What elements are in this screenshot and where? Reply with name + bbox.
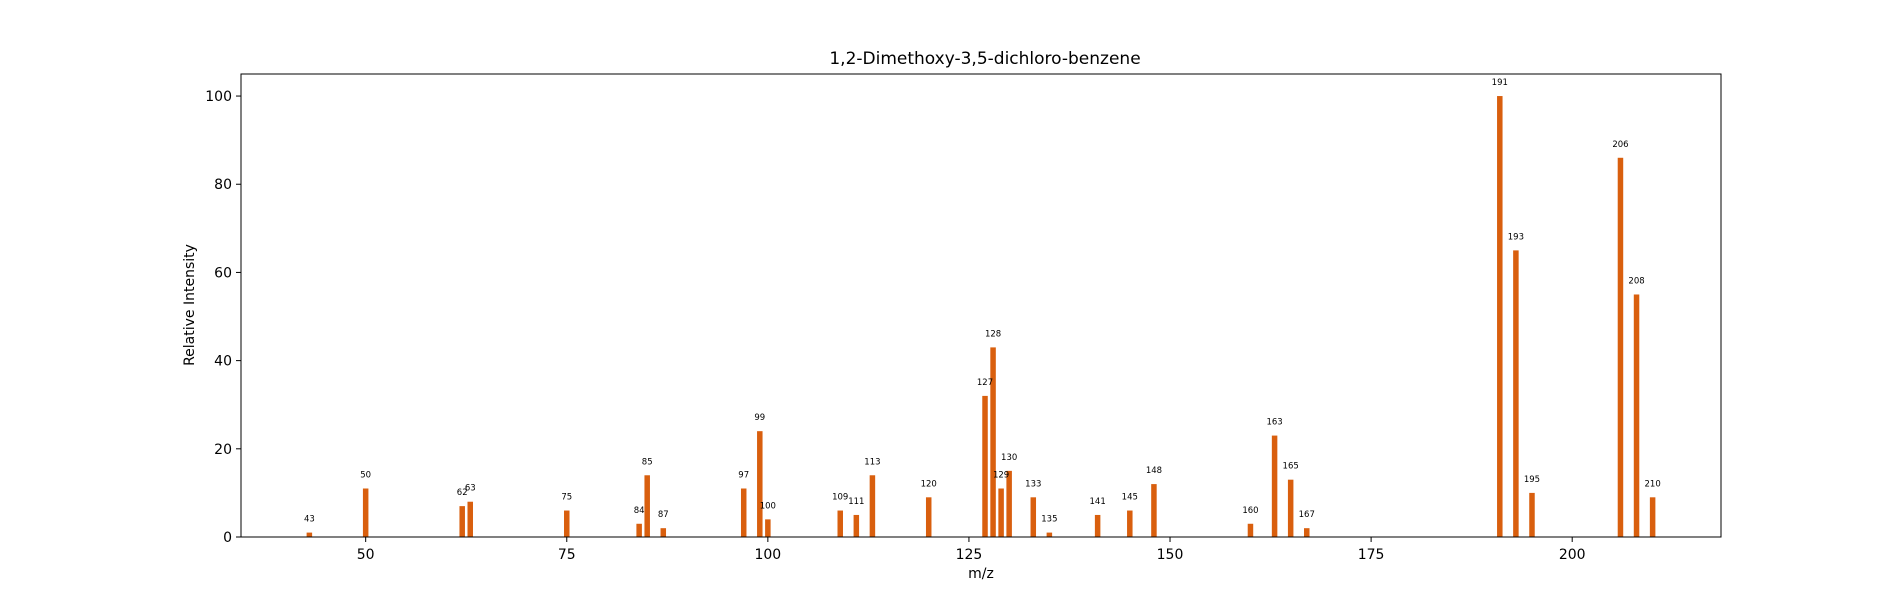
bar-label-mz-210: 210 <box>1645 479 1661 489</box>
bar-label-mz-208: 208 <box>1628 276 1644 286</box>
bar-mz-130 <box>1006 470 1012 537</box>
bar-mz-148 <box>1151 484 1157 537</box>
bar-label-mz-85: 85 <box>642 457 653 467</box>
plot-frame <box>240 73 1722 538</box>
x-axis-label: m/z <box>968 566 994 582</box>
bar-mz-129 <box>998 488 1004 537</box>
bar-mz-127 <box>982 395 988 537</box>
bars-group <box>306 96 1656 538</box>
bar-label-mz-163: 163 <box>1266 418 1282 428</box>
bar-mz-193 <box>1513 250 1519 537</box>
x-tick-label: 175 <box>1358 547 1385 563</box>
bar-label-mz-145: 145 <box>1122 493 1138 503</box>
bar-label-mz-206: 206 <box>1612 140 1628 150</box>
bar-label-mz-43: 43 <box>304 515 315 525</box>
bar-label-mz-130: 130 <box>1001 453 1017 463</box>
bar-label-mz-87: 87 <box>658 510 669 520</box>
y-axis: 0 20 40 60 80 100 <box>205 89 241 546</box>
bar-mz-63 <box>467 501 473 537</box>
bar-mz-120 <box>925 497 932 537</box>
bar-label-mz-111: 111 <box>848 497 864 507</box>
chart-title: 1,2-Dimethoxy-3,5-dichloro-benzene <box>829 49 1140 69</box>
bar-label-mz-160: 160 <box>1242 506 1258 516</box>
bar-mz-145 <box>1127 510 1133 537</box>
y-tick-label: 0 <box>223 530 232 546</box>
bar-label-mz-127: 127 <box>977 378 993 388</box>
bar-label-mz-97: 97 <box>738 471 749 481</box>
bar-label-mz-109: 109 <box>832 493 848 503</box>
y-tick-label: 60 <box>214 265 232 281</box>
bar-mz-87 <box>660 528 667 537</box>
bar-label-mz-84: 84 <box>634 506 645 516</box>
x-tick-label: 125 <box>956 547 983 563</box>
x-tick-label: 100 <box>754 547 781 563</box>
bar-label-mz-135: 135 <box>1041 515 1057 525</box>
bar-mz-99 <box>757 431 763 537</box>
y-tick-label: 40 <box>214 354 232 370</box>
bar-label-mz-148: 148 <box>1146 466 1162 476</box>
bar-label-mz-99: 99 <box>754 413 765 423</box>
x-tick-label: 200 <box>1559 547 1586 563</box>
bar-mz-160 <box>1247 523 1254 537</box>
bar-mz-206 <box>1617 157 1624 537</box>
x-axis: 50 75 100 125 150 175 200 <box>357 537 1586 563</box>
bar-mz-167 <box>1304 528 1310 537</box>
bar-label-mz-165: 165 <box>1283 462 1299 472</box>
bar-mz-191 <box>1497 96 1503 538</box>
bar-mz-43 <box>306 532 313 537</box>
bar-mz-97 <box>740 488 747 537</box>
bar-label-mz-129: 129 <box>993 471 1009 481</box>
bar-label-mz-50: 50 <box>360 471 371 481</box>
bar-mz-135 <box>1046 532 1053 537</box>
x-tick-label: 150 <box>1157 547 1184 563</box>
bar-label-mz-62: 62 <box>457 488 468 498</box>
bar-label-mz-167: 167 <box>1299 510 1315 520</box>
bar-label-mz-113: 113 <box>864 457 880 467</box>
bar-mz-195 <box>1529 492 1535 537</box>
bar-mz-208 <box>1633 294 1640 537</box>
y-axis-label: Relative Intensity <box>182 244 198 366</box>
bar-label-mz-100: 100 <box>760 501 776 511</box>
bar-mz-84 <box>636 523 642 537</box>
bar-mz-85 <box>644 475 650 537</box>
bar-mz-141 <box>1094 514 1101 537</box>
bar-mz-111 <box>853 514 860 537</box>
bar-mz-109 <box>837 510 843 537</box>
bar-label-mz-191: 191 <box>1492 78 1508 88</box>
bar-mz-133 <box>1030 497 1037 537</box>
bar-label-mz-128: 128 <box>985 329 1001 339</box>
bar-mz-100 <box>765 519 771 537</box>
bar-mz-113 <box>869 475 876 537</box>
bar-mz-128 <box>990 347 996 537</box>
bar-label-mz-120: 120 <box>921 479 937 489</box>
bar-label-mz-195: 195 <box>1524 475 1540 485</box>
x-tick-label: 50 <box>357 547 375 563</box>
bar-mz-62 <box>459 506 465 537</box>
y-tick-label: 20 <box>214 442 232 458</box>
bar-mz-75 <box>564 510 570 537</box>
bar-label-mz-133: 133 <box>1025 479 1041 489</box>
bar-mz-50 <box>362 488 369 537</box>
x-tick-label: 75 <box>558 547 576 563</box>
bar-label-mz-75: 75 <box>561 493 572 503</box>
bar-label-mz-141: 141 <box>1090 497 1106 507</box>
y-tick-label: 100 <box>205 89 232 105</box>
bar-mz-163 <box>1271 435 1278 537</box>
bar-label-mz-193: 193 <box>1508 232 1524 242</box>
bar-mz-165 <box>1287 479 1294 537</box>
bar-mz-210 <box>1649 497 1656 537</box>
y-tick-label: 80 <box>214 177 232 193</box>
bar-label-mz-63: 63 <box>465 484 476 494</box>
